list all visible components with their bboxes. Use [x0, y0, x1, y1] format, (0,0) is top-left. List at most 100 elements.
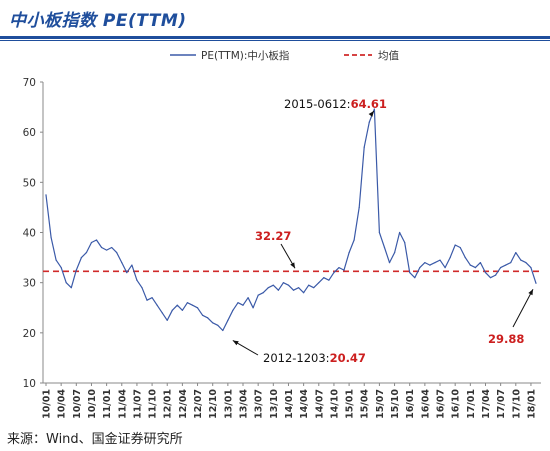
x-tick-label: 18/01 — [526, 389, 537, 419]
data-point — [166, 319, 168, 321]
data-point — [474, 267, 476, 269]
data-point — [338, 267, 340, 269]
legend-series-label: PE(TTM):中小板指 — [201, 49, 290, 62]
data-point — [449, 256, 451, 259]
data-point — [494, 274, 497, 276]
x-tick-label: 13/10 — [269, 389, 280, 419]
data-point — [434, 262, 436, 264]
data-point — [287, 284, 290, 286]
data-point — [424, 262, 426, 264]
y-tick-label: 10 — [23, 378, 36, 390]
x-tick-label: 10/04 — [57, 389, 68, 419]
data-point — [212, 322, 214, 324]
data-point — [100, 246, 103, 249]
data-point — [186, 302, 189, 304]
data-point — [535, 282, 537, 284]
annotation-latest-arrow — [512, 289, 534, 328]
data-point — [111, 246, 113, 249]
data-point — [333, 272, 335, 274]
title-bar: 中小板指数 PE(TTM) — [0, 0, 550, 36]
data-point — [247, 297, 249, 299]
x-tick-label: 16/07 — [436, 389, 447, 419]
data-point — [328, 279, 330, 281]
data-point — [358, 206, 360, 209]
annotation-mean-arrow-head — [290, 262, 295, 269]
data-point — [126, 272, 128, 274]
data-point — [282, 282, 285, 284]
data-point — [217, 324, 219, 326]
annotation-trough-arrow-head — [232, 340, 239, 346]
annotation-latest-value: 29.88 — [488, 332, 524, 346]
x-tick-label: 14/04 — [299, 389, 310, 419]
data-point — [530, 267, 532, 269]
data-point — [378, 231, 381, 234]
data-point — [70, 287, 72, 289]
title-divider — [0, 36, 550, 39]
data-point — [318, 282, 320, 284]
x-tick-label: 17/07 — [496, 389, 507, 419]
data-point — [136, 279, 138, 281]
x-tick-label: 12/07 — [193, 389, 204, 419]
data-point — [454, 244, 456, 246]
data-point — [429, 264, 431, 266]
data-point — [90, 241, 93, 244]
data-point — [292, 289, 295, 291]
data-point — [141, 287, 143, 289]
data-point — [95, 239, 98, 241]
data-point — [75, 269, 77, 271]
x-tick-label: 11/04 — [117, 389, 128, 419]
x-tick-label: 15/01 — [345, 389, 356, 419]
data-point — [393, 251, 396, 254]
x-tick-label: 14/01 — [284, 389, 295, 419]
annotation-mean-value: 32.27 — [255, 229, 291, 243]
data-point — [323, 277, 325, 279]
data-point — [489, 277, 492, 279]
data-point — [409, 272, 411, 274]
data-point — [404, 241, 406, 244]
data-point — [65, 282, 67, 284]
data-point — [55, 259, 57, 261]
data-point — [151, 297, 153, 299]
x-tick-label: 13/07 — [254, 389, 265, 419]
annotation-peak: 2015-0612:64.61 — [284, 97, 387, 111]
data-point — [181, 309, 183, 311]
y-tick-label: 20 — [23, 328, 36, 340]
x-tick-label: 14/07 — [314, 389, 325, 419]
pe-line-chart: 10 20 30 40 50 60 70 10/01 10/04 10/07 10/10 11/01 1… — [23, 49, 541, 419]
x-tick-label: 14/10 — [329, 389, 340, 419]
x-tick-label: 10/07 — [72, 389, 83, 419]
data-point — [207, 317, 209, 319]
data-point — [388, 262, 391, 264]
data-point — [45, 194, 47, 196]
annotation-peak-date: 2015-0612: — [284, 97, 351, 111]
data-point — [444, 267, 446, 269]
x-tick-label: 16/10 — [451, 389, 462, 419]
x-tick-label: 15/10 — [390, 389, 401, 419]
annotation-peak-value: 64.61 — [351, 97, 387, 111]
data-point — [414, 277, 416, 279]
pe-series-line — [45, 108, 537, 332]
data-point — [106, 249, 108, 251]
data-point — [171, 309, 173, 311]
x-tick-label: 10/01 — [42, 389, 53, 419]
x-tick-label: 15/07 — [375, 389, 386, 419]
data-point — [60, 267, 62, 269]
annotation-latest: 29.88 — [488, 332, 524, 346]
x-tick-label: 16/04 — [420, 389, 431, 419]
x-tick-label: 15/04 — [360, 389, 371, 419]
annotation-peak-arrow-head — [368, 111, 374, 117]
x-tick-label: 17/01 — [466, 389, 477, 419]
annotation-trough-date: 2012-1203: — [263, 351, 330, 365]
annotation-trough-value: 20.47 — [330, 351, 366, 365]
data-point — [121, 262, 123, 264]
data-point — [222, 329, 224, 332]
data-point — [505, 264, 507, 266]
data-point — [383, 246, 386, 249]
data-point — [303, 292, 305, 294]
data-point — [515, 251, 517, 254]
y-tick-label: 30 — [23, 278, 36, 290]
y-tick-label: 40 — [23, 228, 36, 240]
data-point — [257, 294, 259, 296]
data-point — [196, 307, 199, 309]
x-tick-label: 13/04 — [239, 389, 250, 419]
